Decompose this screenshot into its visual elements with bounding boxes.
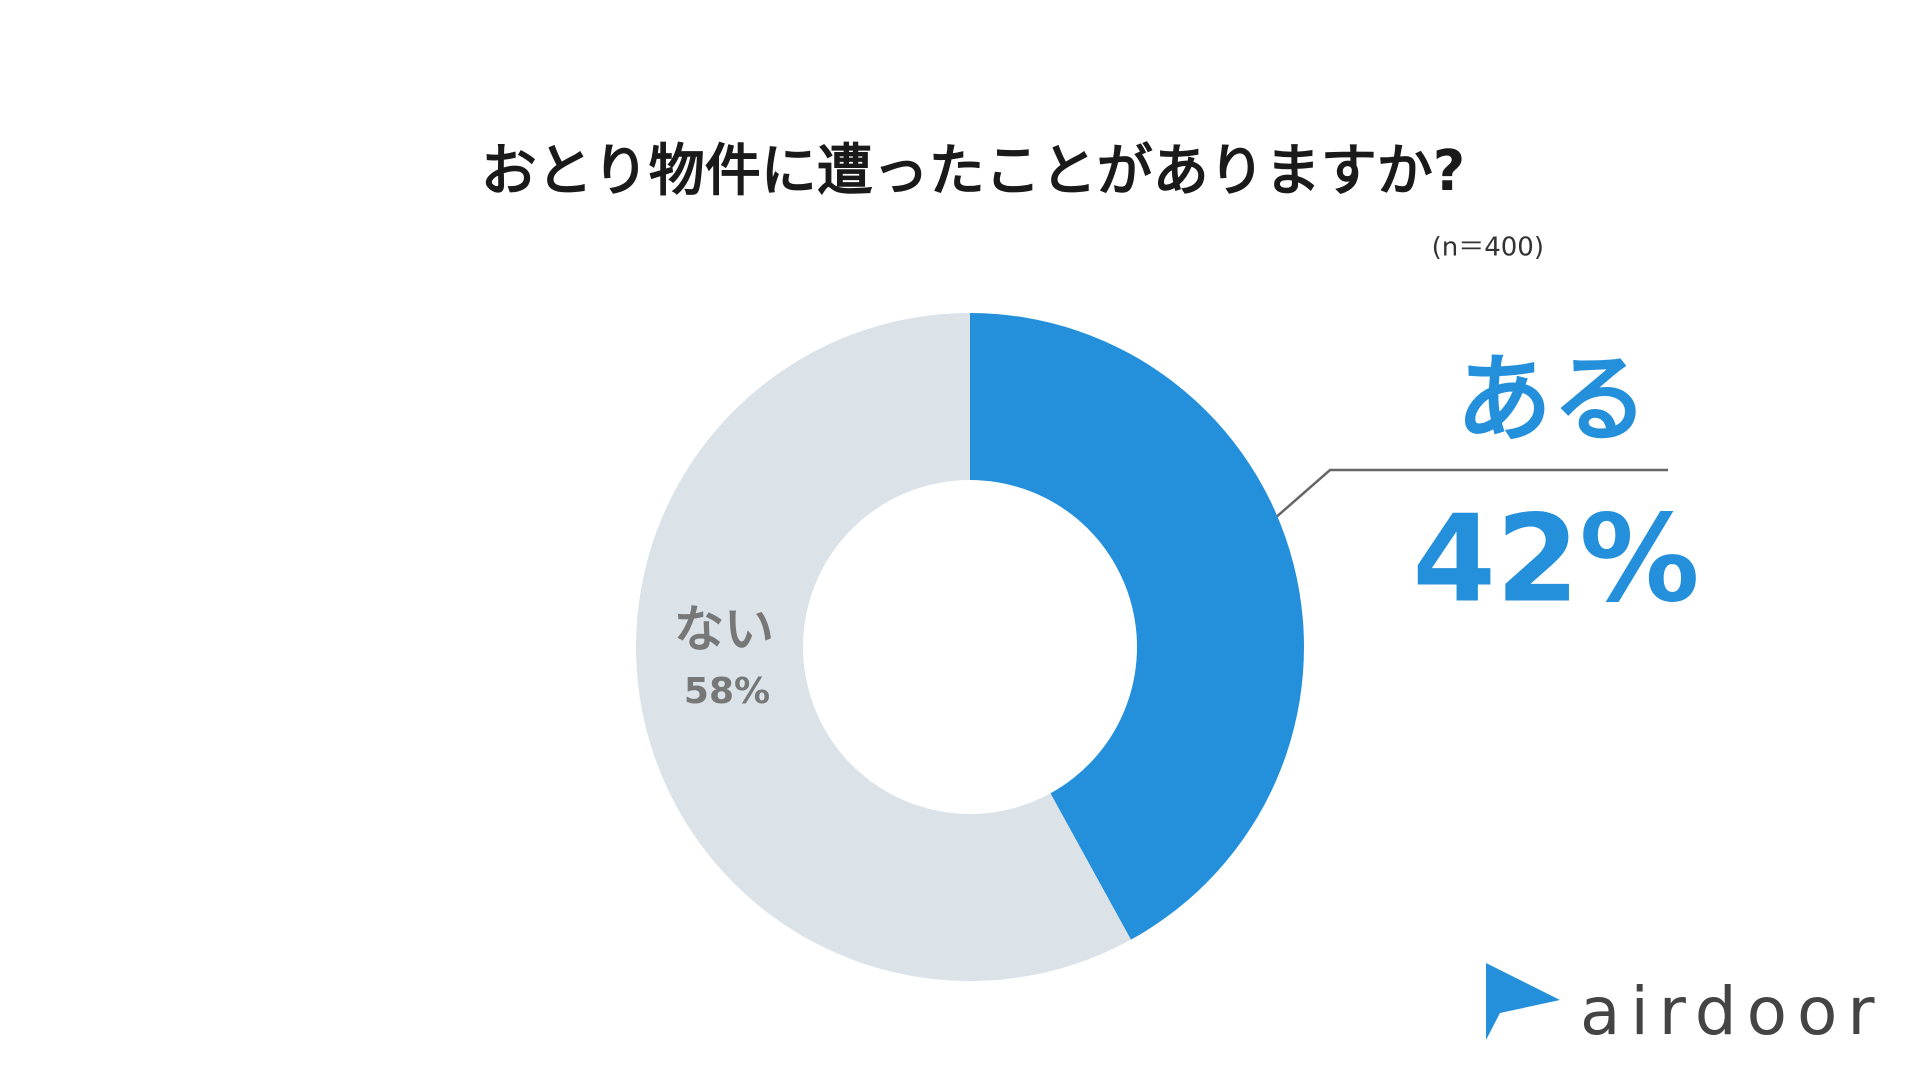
logo-icon bbox=[1486, 963, 1560, 1040]
donut-slice bbox=[636, 313, 1131, 981]
category-label: ある bbox=[1456, 343, 1648, 455]
chart-title: おとり物件に遭ったことがありますか? bbox=[481, 139, 1465, 204]
value-label: 42% bbox=[1412, 491, 1699, 630]
chart-subtitle: (n＝400) bbox=[1432, 233, 1544, 263]
category-label: ない bbox=[674, 601, 774, 659]
logo-text: airdoor bbox=[1580, 973, 1885, 1050]
donut-slice bbox=[970, 313, 1305, 940]
value-label: 58% bbox=[684, 671, 770, 712]
